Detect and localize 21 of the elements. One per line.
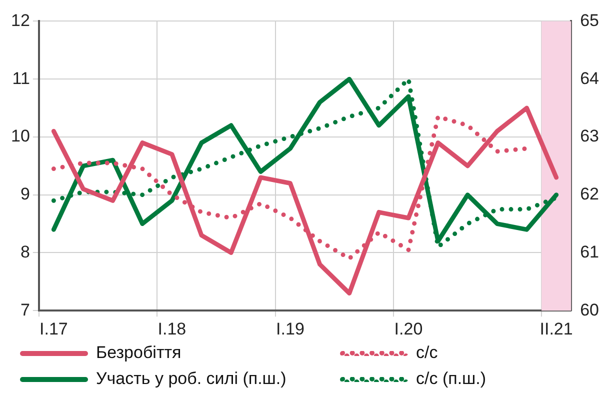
legend-label: с/с	[416, 343, 438, 363]
x-tick-label: I.18	[158, 319, 186, 338]
x-tick-label: I.17	[40, 319, 68, 338]
y-tick-label: 12	[10, 10, 30, 30]
x-tick-label: II.21	[540, 319, 573, 338]
y-tick-label: 7	[20, 300, 30, 320]
y2-tick-label: 62	[580, 184, 600, 204]
y2-tick-label: 61	[580, 242, 600, 262]
y-tick-label: 8	[20, 242, 30, 262]
y-tick-label: 11	[12, 68, 30, 88]
y2-tick-label: 64	[580, 68, 600, 88]
y2-tick-label: 63	[580, 126, 600, 146]
y2-tick-label: 60	[580, 300, 600, 320]
x-tick-label: I.20	[394, 319, 423, 338]
y2-tick-label: 65	[580, 10, 600, 30]
legend-label: Участь у роб. силі (п.ш.)	[96, 369, 286, 389]
legend-label: Безробіття	[96, 343, 182, 363]
x-tick-label: I.19	[276, 319, 304, 338]
y-tick-label: 9	[20, 184, 30, 204]
y-tick-label: 10	[10, 126, 30, 146]
legend-label: с/с (п.ш.)	[416, 369, 486, 389]
